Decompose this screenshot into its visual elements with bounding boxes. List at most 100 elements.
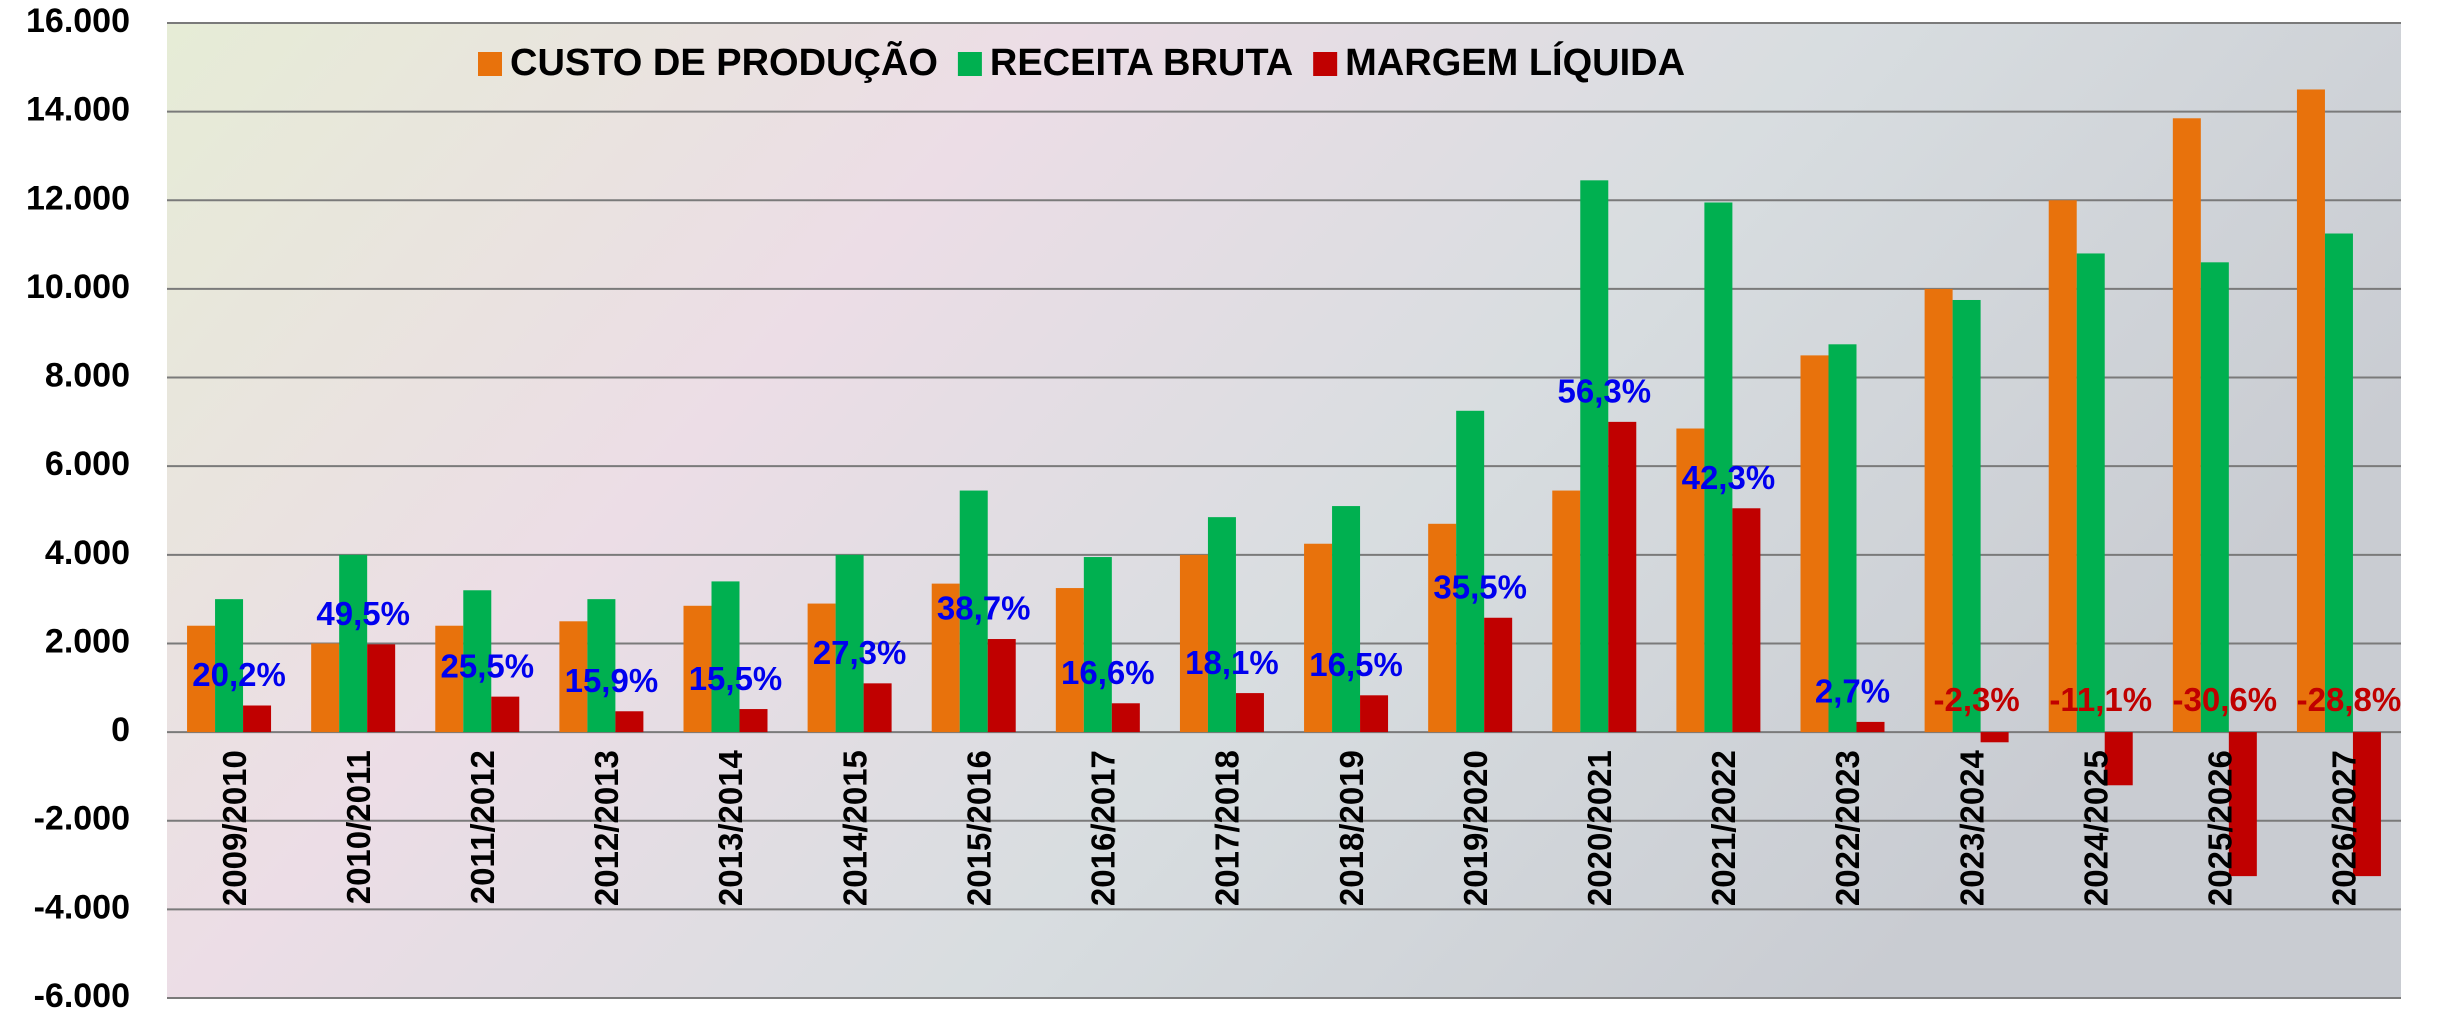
bar (1179, 554, 1208, 733)
margin-percent-label: -2,3% (1934, 681, 2020, 718)
bar (1360, 695, 1389, 733)
legend-label: MARGEM LÍQUIDA (1345, 40, 1685, 84)
margin-percent-label: 27,3% (813, 634, 907, 671)
x-tick-label: 2017/2018 (1209, 750, 1246, 906)
bar (2048, 200, 2077, 733)
bar (311, 643, 340, 733)
x-tick-label: 2009/2010 (216, 750, 253, 906)
x-tick-label: 2010/2011 (340, 750, 377, 904)
x-tick-label: 2012/2013 (588, 750, 625, 906)
margin-percent-label: 15,9% (565, 662, 659, 699)
x-tick-label: 2013/2014 (712, 749, 749, 906)
x-tick-label: 2016/2017 (1085, 750, 1122, 906)
margin-percent-label: 16,5% (1309, 646, 1403, 683)
bar (1207, 517, 1236, 733)
bar (1580, 180, 1609, 733)
bar (863, 683, 892, 733)
bar (987, 639, 1016, 733)
x-tick-label: 2011/2012 (464, 750, 501, 904)
x-tick-label: 2022/2023 (1829, 750, 1866, 906)
x-tick-label: 2026/2027 (2326, 750, 2363, 906)
y-tick-label: -2.000 (34, 800, 130, 838)
bar (1704, 202, 1733, 733)
legend-swatch (1313, 52, 1338, 76)
bar (931, 583, 960, 733)
x-tick-label: 2020/2021 (1581, 750, 1618, 906)
bar (243, 705, 272, 733)
margin-percent-label: 25,5% (440, 647, 534, 684)
bar (1055, 588, 1084, 733)
bar (1552, 490, 1581, 733)
y-tick-label: 16.000 (26, 2, 130, 40)
bar (1800, 355, 1829, 733)
bar (2324, 233, 2353, 733)
bar (1980, 732, 2009, 743)
bar (1484, 617, 1513, 733)
bar (559, 621, 588, 733)
bar (739, 709, 768, 733)
bar (2104, 732, 2133, 786)
bar (1235, 693, 1264, 733)
bar (711, 581, 740, 733)
y-tick-label: 12.000 (26, 179, 130, 217)
bar (463, 590, 492, 733)
x-tick-label: 2014/2015 (836, 750, 873, 906)
margin-percent-label: 49,5% (316, 595, 410, 632)
bar (367, 644, 396, 733)
bar (1856, 721, 1885, 733)
bar (215, 599, 244, 733)
bar (807, 603, 836, 733)
y-tick-label: 2.000 (45, 622, 130, 660)
margin-percent-label: -28,8% (2297, 681, 2402, 718)
bar (1304, 543, 1333, 733)
bar (2296, 89, 2325, 733)
x-tick-label: 2015/2016 (960, 750, 997, 906)
x-tick-label: 2019/2020 (1457, 750, 1494, 906)
bar (1083, 557, 1112, 733)
y-tick-label: 4.000 (45, 534, 130, 572)
bar (435, 625, 464, 733)
y-tick-label: 10.000 (26, 268, 130, 306)
margin-percent-label: 38,7% (937, 590, 1031, 627)
bar (1732, 508, 1761, 733)
margin-percent-label: 2,7% (1815, 673, 1890, 710)
bar (187, 625, 216, 733)
bar (1676, 428, 1705, 733)
margin-percent-label: 16,6% (1061, 654, 1155, 691)
margin-percent-label: 35,5% (1433, 568, 1527, 605)
bar (835, 554, 864, 733)
margin-percent-label: 20,2% (192, 656, 286, 693)
bar (1111, 703, 1140, 733)
margin-percent-label: 18,1% (1185, 644, 1279, 681)
bar (2200, 262, 2229, 733)
bar (2352, 732, 2381, 877)
bar (683, 605, 712, 733)
margin-percent-label: 15,5% (689, 660, 783, 697)
bar (615, 711, 644, 733)
y-tick-label: -6.000 (34, 977, 130, 1015)
bar (2172, 118, 2201, 733)
bar (1608, 421, 1637, 733)
bar (339, 554, 368, 733)
legend-label: RECEITA BRUTA (990, 42, 1293, 84)
bar (1456, 410, 1485, 733)
y-tick-label: 6.000 (45, 445, 130, 483)
plot-background (167, 23, 2401, 998)
x-tick-label: 2023/2024 (1953, 749, 1990, 906)
margin-percent-label: 42,3% (1682, 459, 1776, 496)
bar (1332, 506, 1361, 733)
margin-percent-label: 56,3% (1557, 373, 1651, 410)
y-tick-label: 0 (111, 711, 130, 749)
bar (959, 490, 988, 733)
y-tick-label: 8.000 (45, 357, 130, 395)
bar (1952, 299, 1981, 733)
margin-percent-label: -30,6% (2173, 681, 2278, 718)
bar (2076, 253, 2105, 733)
x-tick-label: 2018/2019 (1333, 750, 1370, 906)
bar (1428, 523, 1457, 733)
bar (1924, 288, 1953, 733)
y-tick-label: 14.000 (26, 91, 130, 129)
bar (491, 696, 520, 733)
legend-label: CUSTO DE PRODUÇÃO (510, 40, 938, 84)
